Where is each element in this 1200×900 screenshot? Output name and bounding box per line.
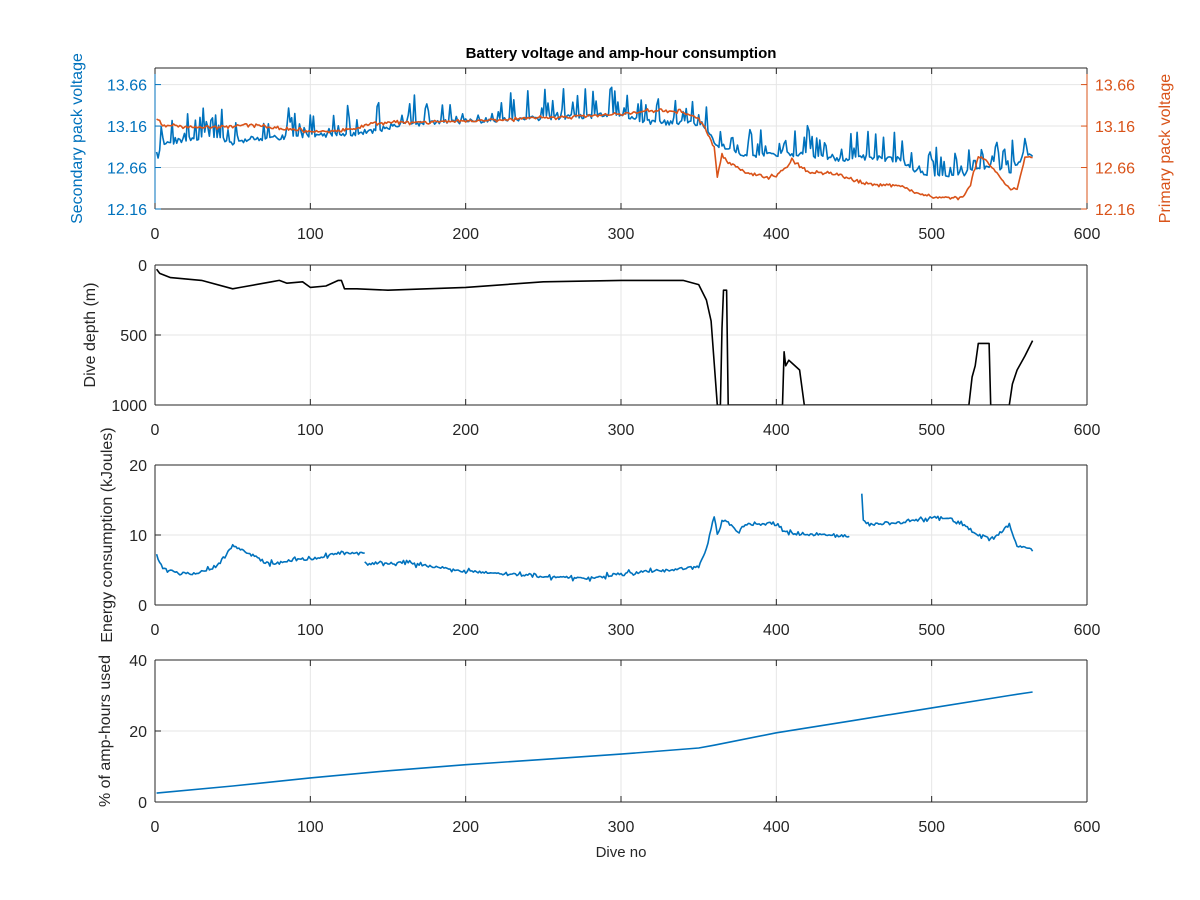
- subplot-2: 0 100 200 300 400 500 600 0 500 1000 Dive depth (m…: [82, 258, 1100, 439]
- y2-tick-label: 12.66: [1095, 161, 1135, 178]
- series-line-1: [155, 493, 1034, 582]
- y-tick-label: 20: [129, 724, 147, 741]
- series-line-1: [155, 268, 1034, 405]
- x-tick-label: 200: [452, 226, 479, 243]
- subplot-1: 0 100 200 300 400 500 600 12.16 12.66 13.16 13.66 1…: [69, 53, 1174, 243]
- x-tick-label: 500: [918, 819, 945, 836]
- series-line-2: [156, 108, 1033, 201]
- x-tick-label: 400: [763, 226, 790, 243]
- x-tick-label: 100: [297, 422, 324, 439]
- x-tick-label: 0: [151, 819, 160, 836]
- x-tick-label: 400: [763, 622, 790, 639]
- y-axis-label: Secondary pack voltage: [69, 53, 86, 224]
- plot-area: [155, 493, 1034, 582]
- y-tick-label: 0: [138, 795, 147, 812]
- x-tick-label: 300: [608, 819, 635, 836]
- y-tick-label: 1000: [111, 398, 147, 415]
- y-axis-label: % of amp-hours used: [97, 655, 114, 807]
- x-tick-label: 500: [918, 622, 945, 639]
- x-tick-label: 300: [608, 622, 635, 639]
- y-tick-label: 20: [129, 458, 147, 475]
- y-tick-label: 12.16: [107, 202, 147, 219]
- x-tick-label: 600: [1074, 622, 1101, 639]
- subplot-4: 0 100 200 300 400 500 600 0 20 40 % of amp-hours u…: [97, 653, 1100, 836]
- y-tick-label: 12.66: [107, 161, 147, 178]
- y-tick-label: 0: [138, 598, 147, 615]
- y-tick-label: 13.16: [107, 119, 147, 136]
- y-axis-label: Energy consumption (kJoules): [99, 427, 116, 642]
- x-tick-label: 100: [297, 226, 324, 243]
- x-tick-label: 600: [1074, 422, 1101, 439]
- y-tick-label: 40: [129, 653, 147, 670]
- y-tick-label: 13.66: [107, 78, 147, 95]
- series-line-1: [156, 691, 1033, 794]
- x-tick-label: 400: [763, 819, 790, 836]
- x-tick-label: 0: [151, 226, 160, 243]
- subplots-container: 0 100 200 300 400 500 60012.1612.6613.1613.661…: [69, 53, 1174, 836]
- x-tick-label: 0: [151, 422, 160, 439]
- y2-axis-label: Primary pack voltage: [1157, 74, 1174, 223]
- x-tick-label: 500: [918, 422, 945, 439]
- y-axis-label: Dive depth (m): [82, 283, 99, 388]
- y2-tick-label: 12.16: [1095, 202, 1135, 219]
- x-tick-label: 0: [151, 622, 160, 639]
- x-tick-label: 400: [763, 422, 790, 439]
- x-tick-label: 200: [452, 422, 479, 439]
- x-tick-label: 100: [297, 819, 324, 836]
- x-tick-label: 600: [1074, 226, 1101, 243]
- figure-title: Battery voltage and amp-hour consumption: [466, 45, 777, 62]
- y2-tick-label: 13.66: [1095, 78, 1135, 95]
- x-tick-label: 200: [452, 819, 479, 836]
- y2-tick-label: 13.16: [1095, 119, 1135, 136]
- plot-area: [155, 86, 1034, 201]
- subplot-3: 0 100 200 300 400 500 600 0 10 20 Energy consumpti…: [99, 427, 1100, 642]
- plot-area: [156, 691, 1033, 794]
- y-tick-label: 500: [120, 328, 147, 345]
- x-tick-label: 300: [608, 226, 635, 243]
- y-tick-label: 0: [138, 258, 147, 275]
- x-tick-label: 200: [452, 622, 479, 639]
- x-tick-label: 100: [297, 622, 324, 639]
- y-tick-label: 10: [129, 528, 147, 545]
- x-axis-label: Dive no: [596, 844, 647, 861]
- x-tick-label: 500: [918, 226, 945, 243]
- x-tick-label: 300: [608, 422, 635, 439]
- plot-area: [155, 268, 1034, 405]
- series-line-1: [155, 86, 1034, 178]
- x-tick-label: 600: [1074, 819, 1101, 836]
